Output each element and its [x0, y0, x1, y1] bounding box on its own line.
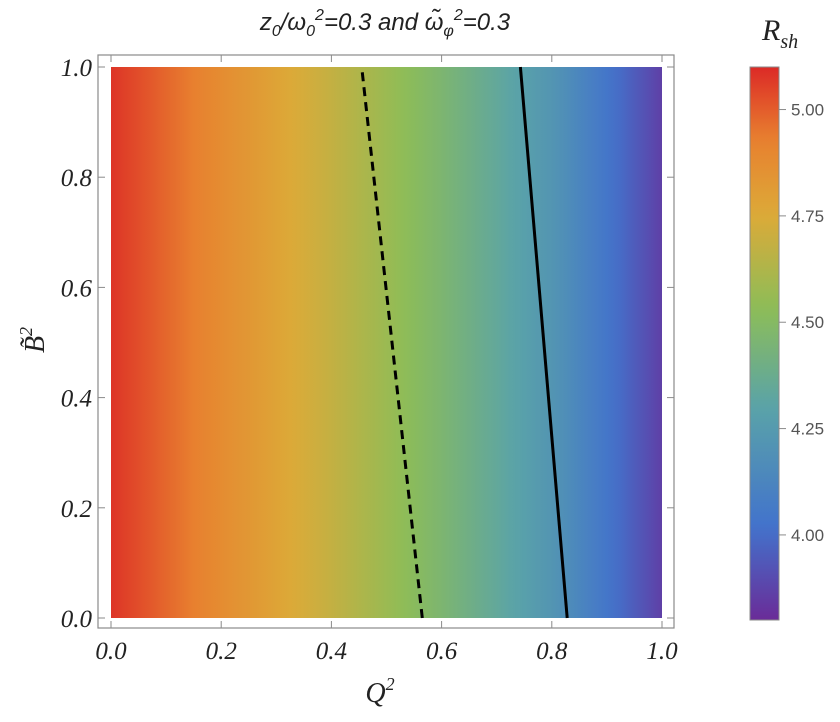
- x-tick-label: 0.8: [536, 638, 568, 665]
- x-tick-label: 0.0: [95, 638, 127, 665]
- colorbar-tick-label: 4.75: [791, 207, 824, 226]
- colorbar-tick-label: 4.00: [791, 526, 824, 545]
- y-tick-label: 0.2: [61, 496, 92, 523]
- colorbar: [749, 66, 780, 621]
- x-tick-label: 1.0: [646, 638, 678, 665]
- x-tick-label: 0.4: [316, 638, 347, 665]
- contour-line-dashed: [360, 66, 424, 619]
- x-tick-label: 0.2: [206, 638, 237, 665]
- contour-line-solid: [518, 66, 569, 619]
- plot-frame: [97, 54, 675, 629]
- colorbar-tick-label: 4.25: [791, 420, 824, 439]
- colorbar-ticks: 4.00 4.25 4.50 4.75 5.00: [779, 101, 824, 545]
- colorbar-title: Rsh: [761, 14, 798, 53]
- y-tick-label: 0.0: [61, 606, 93, 633]
- y-tick-label: 0.4: [61, 386, 92, 413]
- x-tick-label: 0.6: [426, 638, 458, 665]
- y-tick-label: 0.6: [61, 275, 93, 302]
- heatmap-field: [111, 67, 662, 618]
- contour-lines: [360, 66, 569, 619]
- y-tick-label: 1.0: [61, 55, 93, 82]
- plot-title: z0/ω02=0.3 and ω̃φ2=0.3: [259, 7, 511, 40]
- y-tick-label: 0.8: [61, 165, 93, 192]
- colorbar-tick-label: 5.00: [791, 101, 824, 120]
- x-axis-ticks: 0.0 0.2 0.4 0.6 0.8 1.0: [95, 55, 678, 665]
- x-axis-title: Q2: [365, 674, 394, 709]
- y-axis-ticks: 0.0 0.2 0.4 0.6 0.8 1.0: [61, 55, 674, 633]
- colorbar-tick-label: 4.50: [791, 313, 824, 332]
- y-axis-title: B̃2: [16, 327, 51, 353]
